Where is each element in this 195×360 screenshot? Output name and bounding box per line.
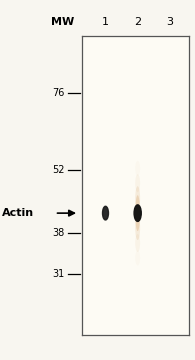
Ellipse shape — [135, 186, 140, 210]
Ellipse shape — [135, 234, 140, 252]
Ellipse shape — [135, 216, 140, 240]
Text: 38: 38 — [52, 228, 64, 238]
Text: Actin: Actin — [2, 208, 34, 218]
Text: 31: 31 — [52, 269, 64, 279]
Ellipse shape — [103, 206, 108, 220]
Text: 52: 52 — [52, 165, 64, 175]
Text: 1: 1 — [102, 17, 109, 27]
Text: 76: 76 — [52, 89, 64, 98]
FancyArrowPatch shape — [57, 210, 74, 216]
Text: 2: 2 — [134, 17, 141, 27]
Text: 3: 3 — [166, 17, 173, 27]
Ellipse shape — [135, 195, 140, 231]
Ellipse shape — [134, 205, 141, 221]
Ellipse shape — [135, 174, 140, 192]
Text: MW: MW — [51, 17, 74, 27]
